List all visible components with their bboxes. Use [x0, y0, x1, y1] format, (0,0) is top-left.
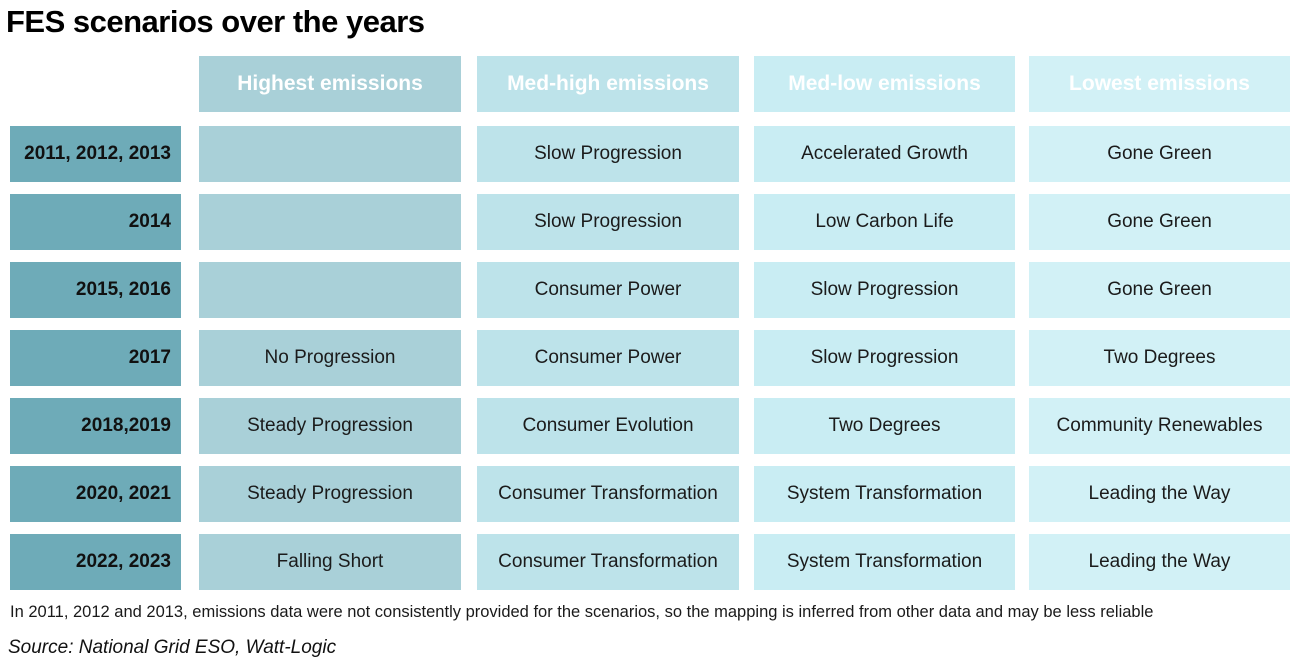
table-cell-med-low: Slow Progression [754, 330, 1015, 386]
table-cell-lowest: Gone Green [1029, 194, 1290, 250]
table-cell-lowest: Community Renewables [1029, 398, 1290, 454]
row-year-label: 2020, 2021 [10, 466, 181, 522]
row-year-label: 2014 [10, 194, 181, 250]
row-year-label: 2022, 2023 [10, 534, 181, 590]
table-cell-highest: Falling Short [199, 534, 461, 590]
table-cell-med-low: Low Carbon Life [754, 194, 1015, 250]
table-cell-lowest: Gone Green [1029, 262, 1290, 318]
table-cell-med-high: Consumer Power [477, 330, 739, 386]
source-credit: Source: National Grid ESO, Watt-Logic [8, 637, 337, 658]
table-cell-highest: Steady Progression [199, 466, 461, 522]
table-cell-med-high: Consumer Power [477, 262, 739, 318]
table-cell-med-low: System Transformation [754, 534, 1015, 590]
column-header-med-low: Med-low emissions [754, 56, 1015, 112]
row-year-label: 2018,2019 [10, 398, 181, 454]
table-cell-med-high: Consumer Transformation [477, 466, 739, 522]
table-cell-med-high: Consumer Transformation [477, 534, 739, 590]
table-cell-med-low: System Transformation [754, 466, 1015, 522]
column-header-highest: Highest emissions [199, 56, 461, 112]
table-cell-highest [199, 126, 461, 182]
table-cell-lowest: Leading the Way [1029, 534, 1290, 590]
row-year-label: 2015, 2016 [10, 262, 181, 318]
footnote: In 2011, 2012 and 2013, emissions data w… [10, 603, 1154, 621]
column-header-lowest: Lowest emissions [1029, 56, 1290, 112]
row-year-label: 2017 [10, 330, 181, 386]
table-cell-med-low: Slow Progression [754, 262, 1015, 318]
table-cell-lowest: Leading the Way [1029, 466, 1290, 522]
table-cell-med-low: Two Degrees [754, 398, 1015, 454]
table-cell-med-high: Slow Progression [477, 126, 739, 182]
table-cell-highest [199, 194, 461, 250]
chart-title: FES scenarios over the years [6, 4, 425, 39]
table-cell-highest: Steady Progression [199, 398, 461, 454]
table-cell-lowest: Gone Green [1029, 126, 1290, 182]
row-year-label: 2011, 2012, 2013 [10, 126, 181, 182]
table-cell-highest: No Progression [199, 330, 461, 386]
column-header-med-high: Med-high emissions [477, 56, 739, 112]
table-cell-highest [199, 262, 461, 318]
table-cell-med-low: Accelerated Growth [754, 126, 1015, 182]
table-cell-med-high: Consumer Evolution [477, 398, 739, 454]
table-cell-med-high: Slow Progression [477, 194, 739, 250]
table-cell-lowest: Two Degrees [1029, 330, 1290, 386]
